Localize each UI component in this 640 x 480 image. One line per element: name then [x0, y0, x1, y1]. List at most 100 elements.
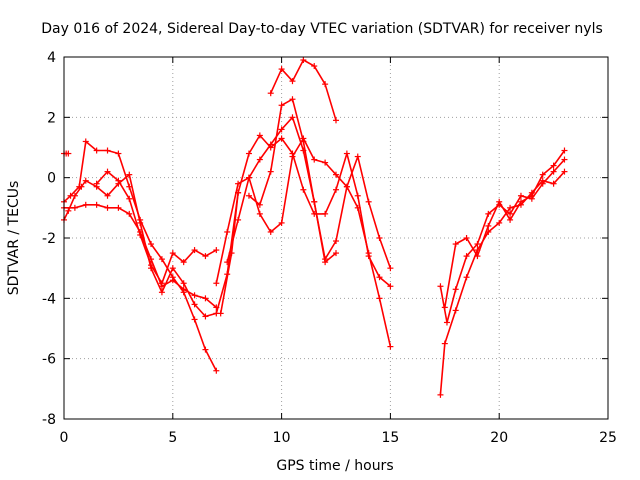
y-tick-label: -6: [42, 352, 56, 368]
data-point: [517, 192, 524, 199]
data-point: [561, 156, 568, 163]
data-point: [365, 250, 372, 257]
y-tick-label: -4: [42, 291, 56, 307]
data-point: [235, 216, 242, 223]
data-point: [180, 286, 187, 293]
data-point: [300, 138, 307, 145]
series-track-7: [213, 135, 394, 350]
data-point: [561, 168, 568, 175]
y-tick-label: -2: [42, 231, 56, 247]
x-tick-label: 15: [381, 430, 399, 446]
data-point: [528, 192, 535, 199]
data-point: [343, 150, 350, 157]
data-point: [561, 147, 568, 154]
series-line: [439, 171, 566, 395]
data-point: [333, 250, 339, 257]
data-point: [115, 177, 122, 184]
data-point: [507, 210, 514, 217]
series-track-2: [61, 138, 220, 374]
data-point: [213, 247, 220, 254]
data-point: [202, 346, 209, 353]
data-point: [169, 250, 176, 257]
data-point: [148, 262, 155, 269]
data-point: [278, 135, 285, 142]
x-tick-label: 0: [60, 430, 69, 446]
data-point: [550, 162, 557, 169]
data-point: [82, 138, 89, 145]
data-point: [191, 247, 198, 254]
data-point: [126, 171, 133, 178]
data-point: [65, 207, 72, 214]
data-point: [278, 219, 285, 226]
data-point: [278, 66, 285, 73]
data-point: [289, 96, 296, 103]
data-point: [71, 204, 78, 211]
data-point: [333, 238, 339, 245]
data-point: [245, 192, 252, 199]
data-point: [115, 150, 122, 157]
data-point: [474, 253, 481, 260]
data-point: [437, 283, 444, 290]
plot-area: [61, 57, 568, 398]
data-point: [474, 241, 481, 248]
data-point: [158, 256, 165, 263]
data-point: [507, 216, 514, 223]
data-point: [507, 204, 514, 211]
y-tick-label: 4: [47, 50, 56, 66]
data-point: [245, 150, 252, 157]
data-point: [115, 204, 122, 211]
data-point: [126, 210, 133, 217]
data-point: [65, 150, 72, 157]
data-point: [67, 192, 74, 199]
y-tick-label: -8: [42, 412, 56, 428]
data-point: [376, 274, 383, 281]
data-point: [104, 168, 111, 175]
data-point: [452, 286, 459, 293]
data-point: [76, 183, 83, 190]
data-point: [256, 210, 263, 217]
axes: 0 5 10 15 20 25 -8 -6 -4 -2 0 2 4: [42, 50, 617, 446]
data-point: [333, 117, 339, 124]
data-point: [365, 198, 372, 205]
data-point: [311, 198, 318, 205]
data-point: [224, 259, 231, 266]
data-point: [104, 204, 111, 211]
data-point: [441, 304, 448, 311]
data-point: [267, 90, 274, 97]
data-point: [550, 168, 557, 175]
data-point: [180, 259, 187, 266]
series-track-5: [93, 168, 220, 287]
data-point: [452, 307, 459, 314]
x-tick-label: 5: [168, 430, 177, 446]
data-point: [82, 201, 89, 208]
data-point: [463, 274, 470, 281]
data-point: [180, 280, 187, 287]
data-point: [126, 183, 133, 190]
y-tick-label: 2: [47, 110, 56, 126]
data-point: [539, 180, 546, 187]
data-point: [267, 228, 274, 235]
series-track-9: [267, 57, 339, 124]
data-point: [322, 159, 329, 166]
data-point: [267, 141, 274, 148]
data-point: [93, 201, 100, 208]
data-point: [333, 171, 339, 178]
data-point: [343, 183, 350, 190]
data-point: [245, 174, 252, 181]
data-point: [517, 198, 524, 205]
data-point: [278, 126, 285, 133]
data-point: [126, 195, 133, 202]
data-point: [191, 316, 198, 323]
series-line: [444, 150, 566, 308]
x-axis-label: GPS time / hours: [276, 458, 393, 474]
data-point: [213, 304, 220, 311]
data-point: [267, 168, 274, 175]
data-point: [104, 147, 111, 154]
data-point: [354, 192, 361, 199]
data-point: [496, 219, 503, 226]
data-point: [496, 198, 503, 205]
data-point: [217, 310, 224, 317]
data-point: [463, 235, 470, 241]
data-point: [311, 63, 318, 70]
data-point: [539, 171, 546, 178]
